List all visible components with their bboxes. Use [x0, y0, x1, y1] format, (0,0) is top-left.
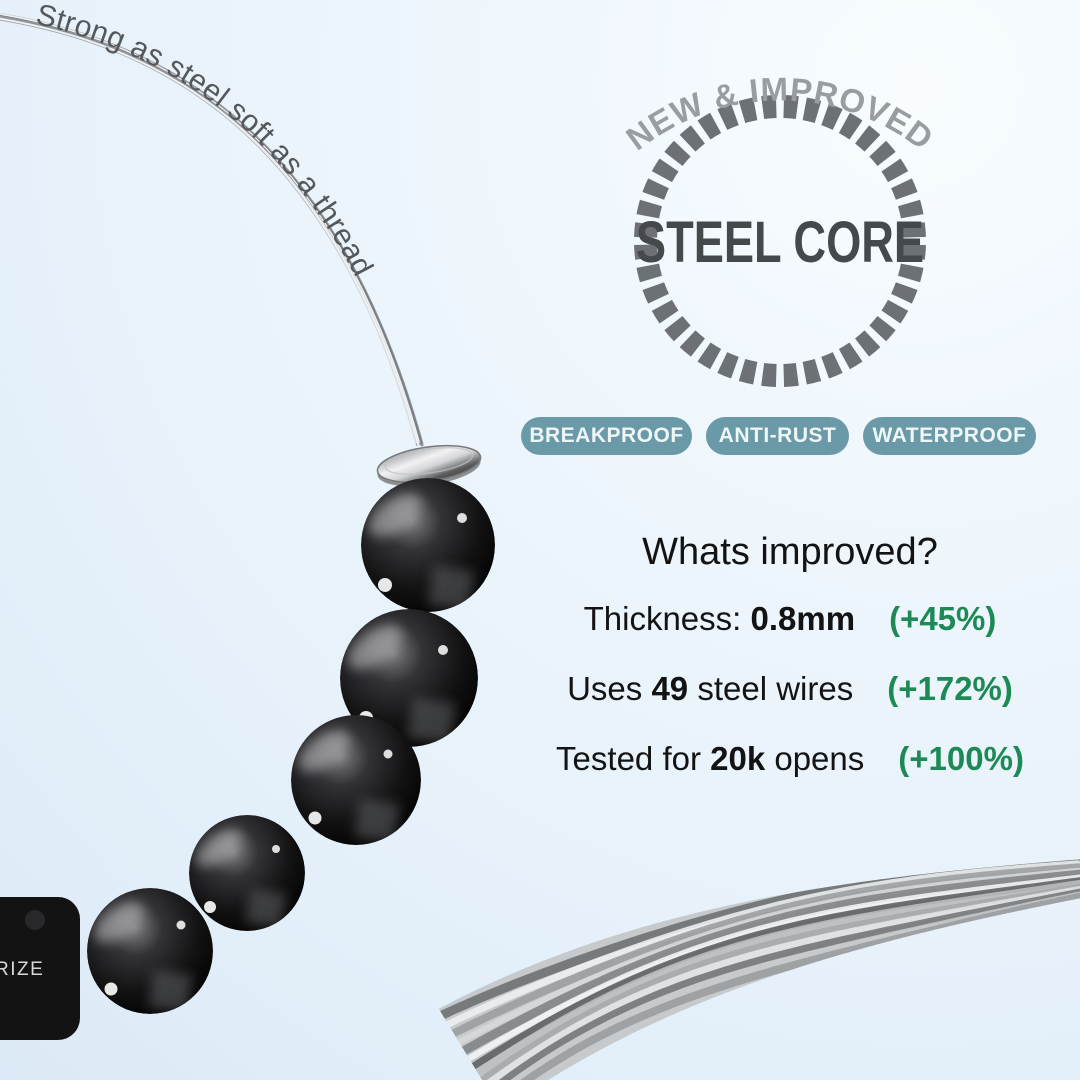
svg-text:NEW & IMPROVED: NEW & IMPROVED	[619, 70, 940, 157]
svg-text:STEEL CORE: STEEL CORE	[636, 211, 924, 276]
svg-text:RIZE: RIZE	[0, 959, 44, 980]
svg-text:Strong as steel soft as a thre: Strong as steel soft as a thread	[33, 0, 379, 282]
